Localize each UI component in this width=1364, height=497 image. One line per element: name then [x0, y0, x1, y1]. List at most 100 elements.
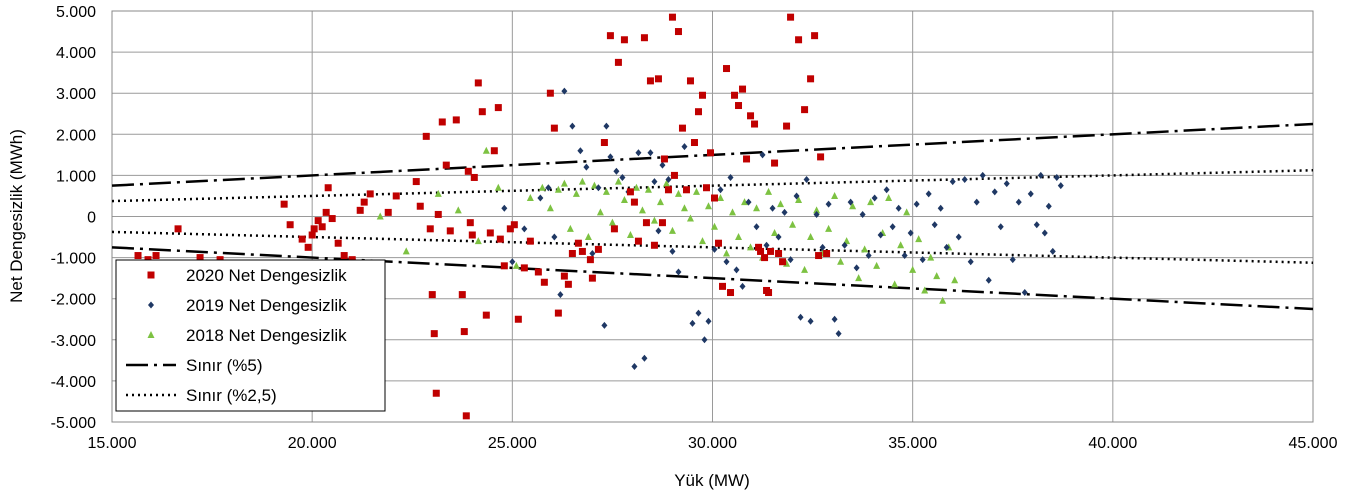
data-point: [903, 208, 911, 216]
data-point: [985, 276, 992, 284]
data-point: [426, 225, 434, 233]
y-axis-title: Net Dengesizlik (MWh): [7, 129, 26, 303]
x-tick-label: 45.000: [1289, 435, 1338, 452]
data-point: [686, 214, 694, 222]
data-point: [606, 32, 614, 40]
data-point: [614, 58, 622, 66]
x-tick-label: 15.000: [88, 435, 137, 452]
data-point: [152, 252, 160, 260]
data-point: [967, 258, 974, 266]
data-point: [765, 187, 773, 195]
data-point: [747, 243, 755, 251]
data-point: [654, 75, 662, 83]
data-point: [853, 264, 860, 272]
data-point: [682, 186, 690, 194]
data-point: [496, 235, 504, 243]
data-point: [889, 223, 896, 231]
data-point: [554, 309, 562, 317]
data-point: [659, 161, 666, 169]
data-point: [759, 151, 766, 159]
data-point: [665, 176, 672, 184]
legend: 2020 Net Dengesizlik 2019 Net Dengesizlik…: [115, 259, 386, 412]
data-point: [546, 89, 554, 97]
data-point: [771, 228, 779, 236]
data-point: [668, 226, 676, 234]
data-point: [647, 149, 654, 157]
data-point: [735, 233, 743, 241]
data-point: [626, 188, 634, 196]
data-point: [619, 173, 626, 181]
data-point: [594, 245, 602, 253]
data-point: [626, 230, 634, 238]
data-point: [526, 194, 534, 202]
data-point: [873, 261, 881, 269]
data-point: [819, 243, 826, 251]
data-point: [757, 247, 765, 255]
data-point: [630, 198, 638, 206]
data-point: [723, 65, 731, 73]
y-tick-label: -5.000: [51, 415, 96, 432]
data-point: [695, 309, 702, 317]
data-point: [655, 227, 662, 235]
data-point: [674, 28, 682, 36]
data-point: [961, 176, 968, 184]
data-point: [286, 221, 294, 229]
legend-label: 2020 Net Dengesizlik: [186, 266, 347, 285]
data-point: [588, 274, 596, 282]
data-point: [638, 206, 646, 214]
data-point: [943, 243, 950, 251]
data-point: [610, 225, 618, 233]
legend-label: Sınır (%2,5): [186, 386, 277, 405]
data-point: [510, 221, 518, 229]
data-point: [466, 219, 474, 227]
data-point: [608, 218, 616, 226]
data-point: [711, 222, 719, 230]
data-point: [574, 239, 582, 247]
data-point: [915, 235, 923, 243]
data-point: [537, 194, 544, 202]
data-point: [717, 194, 725, 202]
legend-label: 2019 Net Dengesizlik: [186, 296, 347, 315]
data-point: [698, 91, 706, 99]
data-point: [577, 147, 584, 155]
data-point: [675, 268, 682, 276]
data-point: [735, 102, 743, 110]
legend-box: [115, 259, 386, 412]
data-point: [595, 184, 602, 192]
data-point: [434, 210, 442, 218]
data-point: [546, 204, 554, 212]
data-point: [955, 233, 962, 241]
data-point: [807, 317, 814, 325]
data-point: [701, 336, 708, 344]
data-point: [468, 231, 476, 239]
data-point: [613, 167, 620, 175]
data-point: [564, 280, 572, 288]
data-point: [711, 245, 718, 253]
data-point: [825, 224, 833, 232]
data-point: [494, 183, 502, 191]
data-point: [642, 219, 650, 227]
data-point: [704, 202, 712, 210]
data-point: [706, 149, 714, 157]
data-point: [360, 198, 368, 206]
x-tick-label: 40.000: [1088, 435, 1137, 452]
data-point: [727, 289, 735, 297]
data-point: [538, 183, 546, 191]
x-tick-label: 35.000: [888, 435, 937, 452]
data-point: [601, 321, 608, 329]
data-point: [520, 264, 528, 272]
data-point: [134, 252, 142, 260]
data-point: [1015, 198, 1022, 206]
data-point: [895, 204, 902, 212]
data-point: [1009, 256, 1016, 264]
x-axis-title: Yük (MW): [674, 471, 750, 490]
data-point: [664, 186, 672, 194]
data-point: [979, 171, 986, 179]
data-point: [753, 204, 761, 212]
data-point: [883, 186, 890, 194]
data-point: [951, 276, 959, 284]
data-point: [470, 173, 478, 181]
data-point: [632, 183, 640, 191]
data-point: [641, 354, 648, 362]
